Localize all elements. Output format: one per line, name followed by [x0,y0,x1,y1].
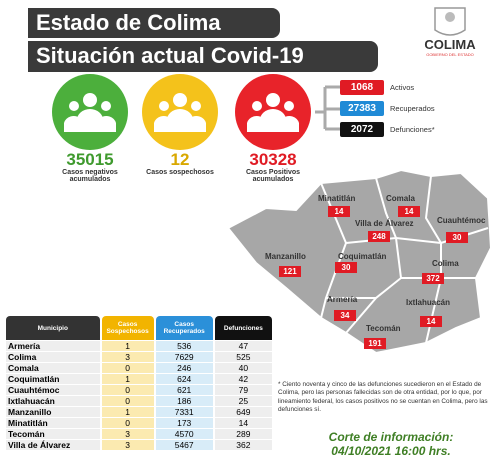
summary-value: 12 [170,150,190,169]
table-cell: Minatitlán [6,418,100,428]
map-value: 14 [328,206,350,217]
map-name: Comala [386,194,415,203]
map-value: 248 [368,231,390,242]
map-value: 14 [420,316,442,327]
table-cell: Cuauhtémoc [6,385,100,395]
status-value: 1068 [340,80,384,95]
map-value: 30 [446,232,468,243]
table-cell: Comala [6,363,100,373]
table-header: Defunciones [214,316,272,340]
logo-text: COLIMA [424,37,476,52]
table-cell: Armería [6,341,100,351]
table-cell: 3 [101,440,154,450]
table-cell: 42 [214,374,272,384]
table-cell: 3 [101,352,154,362]
table-row: Minatitlán 0 173 14 [6,418,272,428]
map-value: 34 [334,310,356,321]
table-cell: 1 [101,407,154,417]
footer-label: Corte de información: [328,430,454,444]
icons [52,74,340,150]
subtitle: Situación actual Covid-19 [28,41,378,72]
table-cell: 4570 [155,429,213,439]
table-cell: 173 [155,418,213,428]
table-cell: 0 [101,396,154,406]
table-cell: 1 [101,341,154,351]
map-value: 191 [364,338,386,349]
table-cell: 7331 [155,407,213,417]
map-name: Villa de Álvarez [355,219,414,228]
map-value: 30 [335,262,357,273]
table-row: Coquimatlán 1 624 42 [6,374,272,384]
status-label: Defunciones* [390,125,435,134]
table-header: Casos Sospechosos [101,316,154,340]
table-cell: 289 [214,429,272,439]
table-cell: Ixtlahuacán [6,396,100,406]
table-cell: 649 [214,407,272,417]
summary-label: Casos sospechosos [146,169,214,176]
table-cell: 536 [155,341,213,351]
table-cell: 14 [214,418,272,428]
table-cell: 25 [214,396,272,406]
table-cell: 0 [101,385,154,395]
table-row: Tecomán 3 4570 289 [6,429,272,439]
table-cell: 40 [214,363,272,373]
summary-value: 35015 [66,150,114,169]
table-cell: 186 [155,396,213,406]
note: * Ciento noventa y cinco de las defuncio… [278,381,488,413]
footer-date: 04/10/2021 16:00 hrs. [331,444,451,458]
table: Municipio Casos Sospechosos Casos Recupera… [4,315,274,451]
table-cell: 624 [155,374,213,384]
map-value: 14 [398,206,420,217]
table-cell: Villa de Álvarez [6,440,100,450]
table-row: Cuauhtémoc 0 621 79 [6,385,272,395]
map-name: Cuauhtémoc [437,216,486,225]
table-cell: 0 [101,363,154,373]
table-cell: 0 [101,418,154,428]
status-value: 27383 [340,101,384,116]
table-header: Municipio [6,316,100,340]
table-cell: 1 [101,374,154,384]
table-cell: 5467 [155,440,213,450]
summary-label: Casos negativos acumulados [62,169,118,183]
map-value: 121 [279,266,301,277]
table-header: Casos Recuperados [155,316,213,340]
table-cell: 525 [214,352,272,362]
map-value: 372 [422,273,444,284]
table-cell: 621 [155,385,213,395]
status-label: Recuperados [390,104,435,113]
map-name: Manzanillo [265,252,306,261]
table-row: Villa de Álvarez 3 5467 362 [6,440,272,450]
footer: Corte de información: 04/10/2021 16:00 h… [286,430,496,458]
title: Estado de Colima [28,8,280,38]
map-name: Armería [327,295,358,304]
map-name: Ixtlahuacán [406,298,451,307]
map-name: Tecomán [366,324,401,333]
table-cell: 362 [214,440,272,450]
table-cell: Colima [6,352,100,362]
table-cell: 7629 [155,352,213,362]
table-row: Ixtlahuacán 0 186 25 [6,396,272,406]
status-value: 2072 [340,122,384,137]
table-row: Colima 3 7629 525 [6,352,272,362]
table-row: Armería 1 536 47 [6,341,272,351]
table-row: Manzanillo 1 7331 649 [6,407,272,417]
table-cell: 79 [214,385,272,395]
logo-icon [434,7,466,36]
logo-sub: GOBIERNO DEL ESTADO [426,52,474,57]
table-row: Comala 0 246 40 [6,363,272,373]
table-cell: 246 [155,363,213,373]
status-label: Activos [390,83,415,92]
map-name: Colima [432,259,459,268]
table-cell: 47 [214,341,272,351]
table-cell: Manzanillo [6,407,100,417]
table-cell: 3 [101,429,154,439]
table-cell: Tecomán [6,429,100,439]
summary-label: Casos Positivos acumulados [245,169,301,183]
table-cell: Coquimatlán [6,374,100,384]
map-name: Coquimatlán [338,252,387,261]
summary-value: 30328 [249,150,297,169]
map-name: Minatitlán [318,194,356,203]
